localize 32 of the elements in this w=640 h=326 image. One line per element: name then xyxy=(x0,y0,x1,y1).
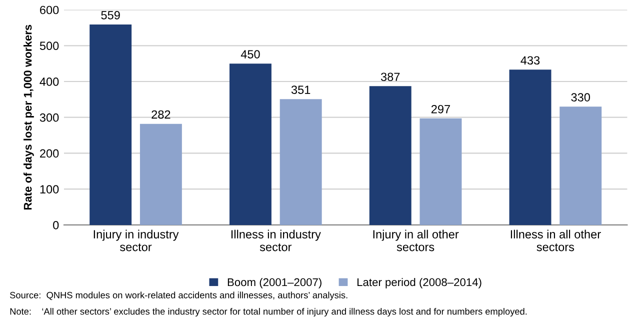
y-tick-label: 400 xyxy=(40,78,59,86)
source-note: Source: QNHS modules on work-related accidents and illnesses, authors’ analysis. xyxy=(10,292,348,300)
y-tick-label: 200 xyxy=(40,149,59,158)
legend-label: Later period (2008–2014) xyxy=(357,278,482,288)
y-tick-label: 0 xyxy=(53,220,59,230)
bar xyxy=(369,86,412,225)
bar xyxy=(420,118,462,225)
bar xyxy=(560,106,602,225)
bar xyxy=(90,24,132,225)
y-tick-label: 100 xyxy=(40,185,59,194)
data-label: 330 xyxy=(571,93,590,102)
data-label: 559 xyxy=(101,11,120,20)
bar xyxy=(509,70,552,225)
data-label: 351 xyxy=(291,86,310,94)
y-tick-label: 300 xyxy=(40,113,59,122)
bar xyxy=(280,99,322,225)
y-tick-label: 500 xyxy=(40,42,59,50)
data-label: 297 xyxy=(431,104,450,114)
text: Note: ‘All other sectors’ excludes the industry sector for total number of injury and illness days lost and for numbers employed. xyxy=(10,308,527,316)
data-label: 387 xyxy=(380,72,400,82)
bar xyxy=(229,64,272,225)
data-label: 433 xyxy=(520,56,540,65)
x-tick-label: Illness in industry sector xyxy=(231,230,321,252)
data-label: 282 xyxy=(152,110,170,119)
y-axis-title: Rate of days lost per 1,000 workers xyxy=(24,24,34,210)
x-tick-label: Illness in all other sectors xyxy=(510,230,601,252)
x-tick-label: Injury in industry sector xyxy=(94,230,179,252)
legend-label: Boom (2001–2007) xyxy=(228,278,322,288)
x-tick-label: Injury in all other sectors xyxy=(373,230,459,252)
y-tick-label: 600 xyxy=(40,6,59,14)
bar xyxy=(140,124,182,225)
data-label: 450 xyxy=(240,50,260,58)
